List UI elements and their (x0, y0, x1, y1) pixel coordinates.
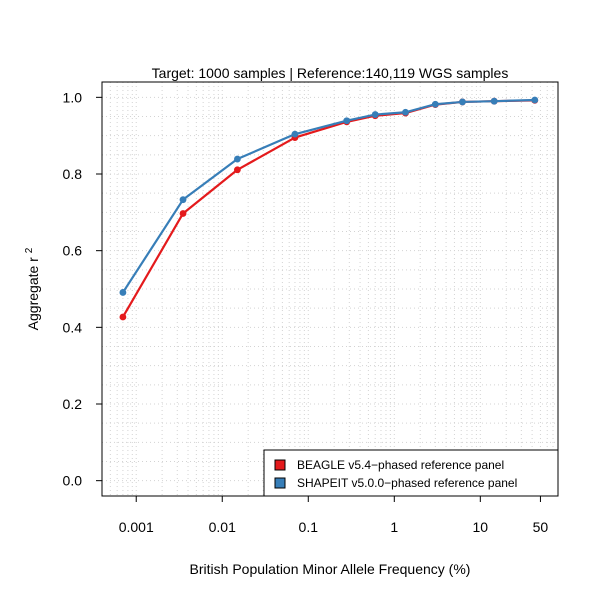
series-0 (119, 97, 539, 321)
data-point (490, 97, 498, 105)
y-tick-label: 0.4 (63, 319, 83, 335)
legend-box (263, 449, 559, 497)
data-point (343, 117, 351, 125)
x-tick-label: 50 (533, 519, 549, 535)
legend-label-beagle: BEAGLE v5.4−phased reference panel (297, 458, 504, 472)
chart-title: Target: 1000 samples | Reference:140,119… (152, 65, 509, 81)
data-point (119, 289, 127, 296)
y-axis-label-text: Aggregate r (25, 257, 41, 330)
y-axis-label: Aggregate r 2 (24, 247, 41, 330)
x-axis-label: British Population Minor Allele Frequenc… (190, 561, 471, 577)
y-tick-label: 0.2 (63, 396, 83, 412)
data-point (402, 108, 409, 116)
series-line (121, 99, 535, 318)
legend-label-shapeit: SHAPEIT v5.0.0−phased reference panel (297, 476, 517, 490)
x-tick-label: 0.001 (119, 519, 154, 535)
data-point (291, 130, 299, 138)
data-point (233, 166, 241, 174)
axes: 0.001 0.01 0.1 1 10 50 0.0 0.2 0.4 0.6 0.8 1.0 (63, 89, 549, 535)
data-point (371, 111, 379, 118)
y-tick-label: 0.8 (63, 166, 83, 182)
series-group (119, 96, 539, 321)
x-tick-label: 10 (473, 519, 489, 535)
y-tick-label: 1.0 (63, 89, 83, 105)
data-point (179, 210, 187, 217)
data-point (459, 98, 466, 106)
legend: BEAGLE v5.4−phased reference panel SHAPE… (263, 449, 559, 497)
series-line (121, 98, 535, 294)
data-point (531, 96, 539, 104)
data-point (233, 155, 241, 163)
data-point (179, 196, 187, 204)
series-1 (119, 96, 539, 296)
x-tick-label: 0.1 (299, 519, 319, 535)
y-axis-label-superscript: 2 (24, 247, 35, 253)
x-tick-label: 0.01 (209, 519, 236, 535)
data-point (119, 313, 127, 321)
y-tick-label: 0.6 (63, 243, 83, 259)
grid (101, 82, 559, 496)
data-point (431, 100, 439, 108)
y-tick-label: 0.0 (63, 473, 83, 489)
legend-swatch-shapeit (274, 477, 286, 489)
legend-swatch-beagle (274, 459, 286, 471)
x-tick-label: 1 (390, 519, 398, 535)
